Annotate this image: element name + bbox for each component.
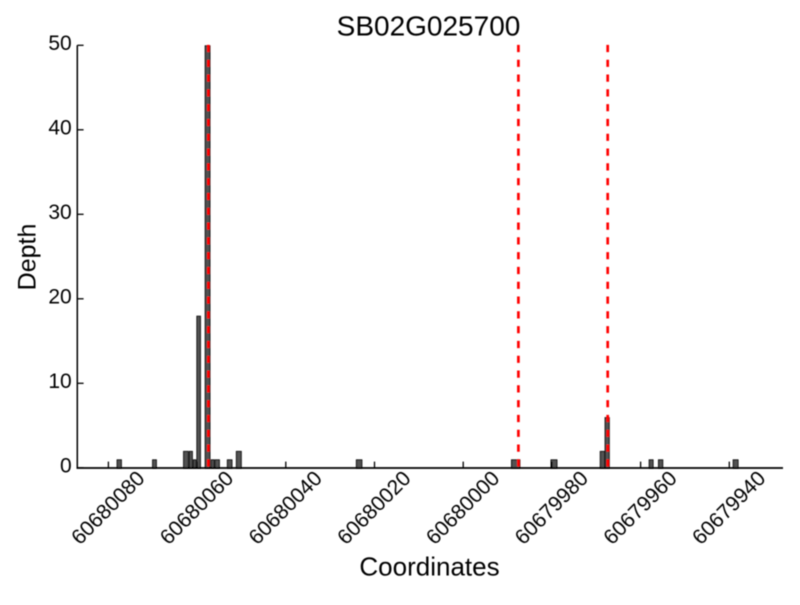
svg-text:10: 10 <box>48 370 71 393</box>
svg-text:Coordinates: Coordinates <box>359 551 499 581</box>
svg-text:SB02G025700: SB02G025700 <box>337 11 521 42</box>
svg-text:60679940: 60679940 <box>688 467 770 549</box>
svg-text:60680080: 60680080 <box>67 467 149 549</box>
svg-text:30: 30 <box>48 201 71 224</box>
svg-text:60680060: 60680060 <box>156 467 238 549</box>
svg-text:0: 0 <box>60 454 72 477</box>
svg-text:60680040: 60680040 <box>244 467 326 549</box>
svg-text:40: 40 <box>48 116 71 139</box>
svg-text:50: 50 <box>48 32 71 55</box>
svg-text:Depth: Depth <box>14 224 42 291</box>
svg-text:60680000: 60680000 <box>422 467 504 549</box>
svg-text:20: 20 <box>48 285 71 308</box>
svg-text:60679960: 60679960 <box>599 467 681 549</box>
svg-text:60679980: 60679980 <box>511 467 593 549</box>
svg-text:60680020: 60680020 <box>333 467 415 549</box>
